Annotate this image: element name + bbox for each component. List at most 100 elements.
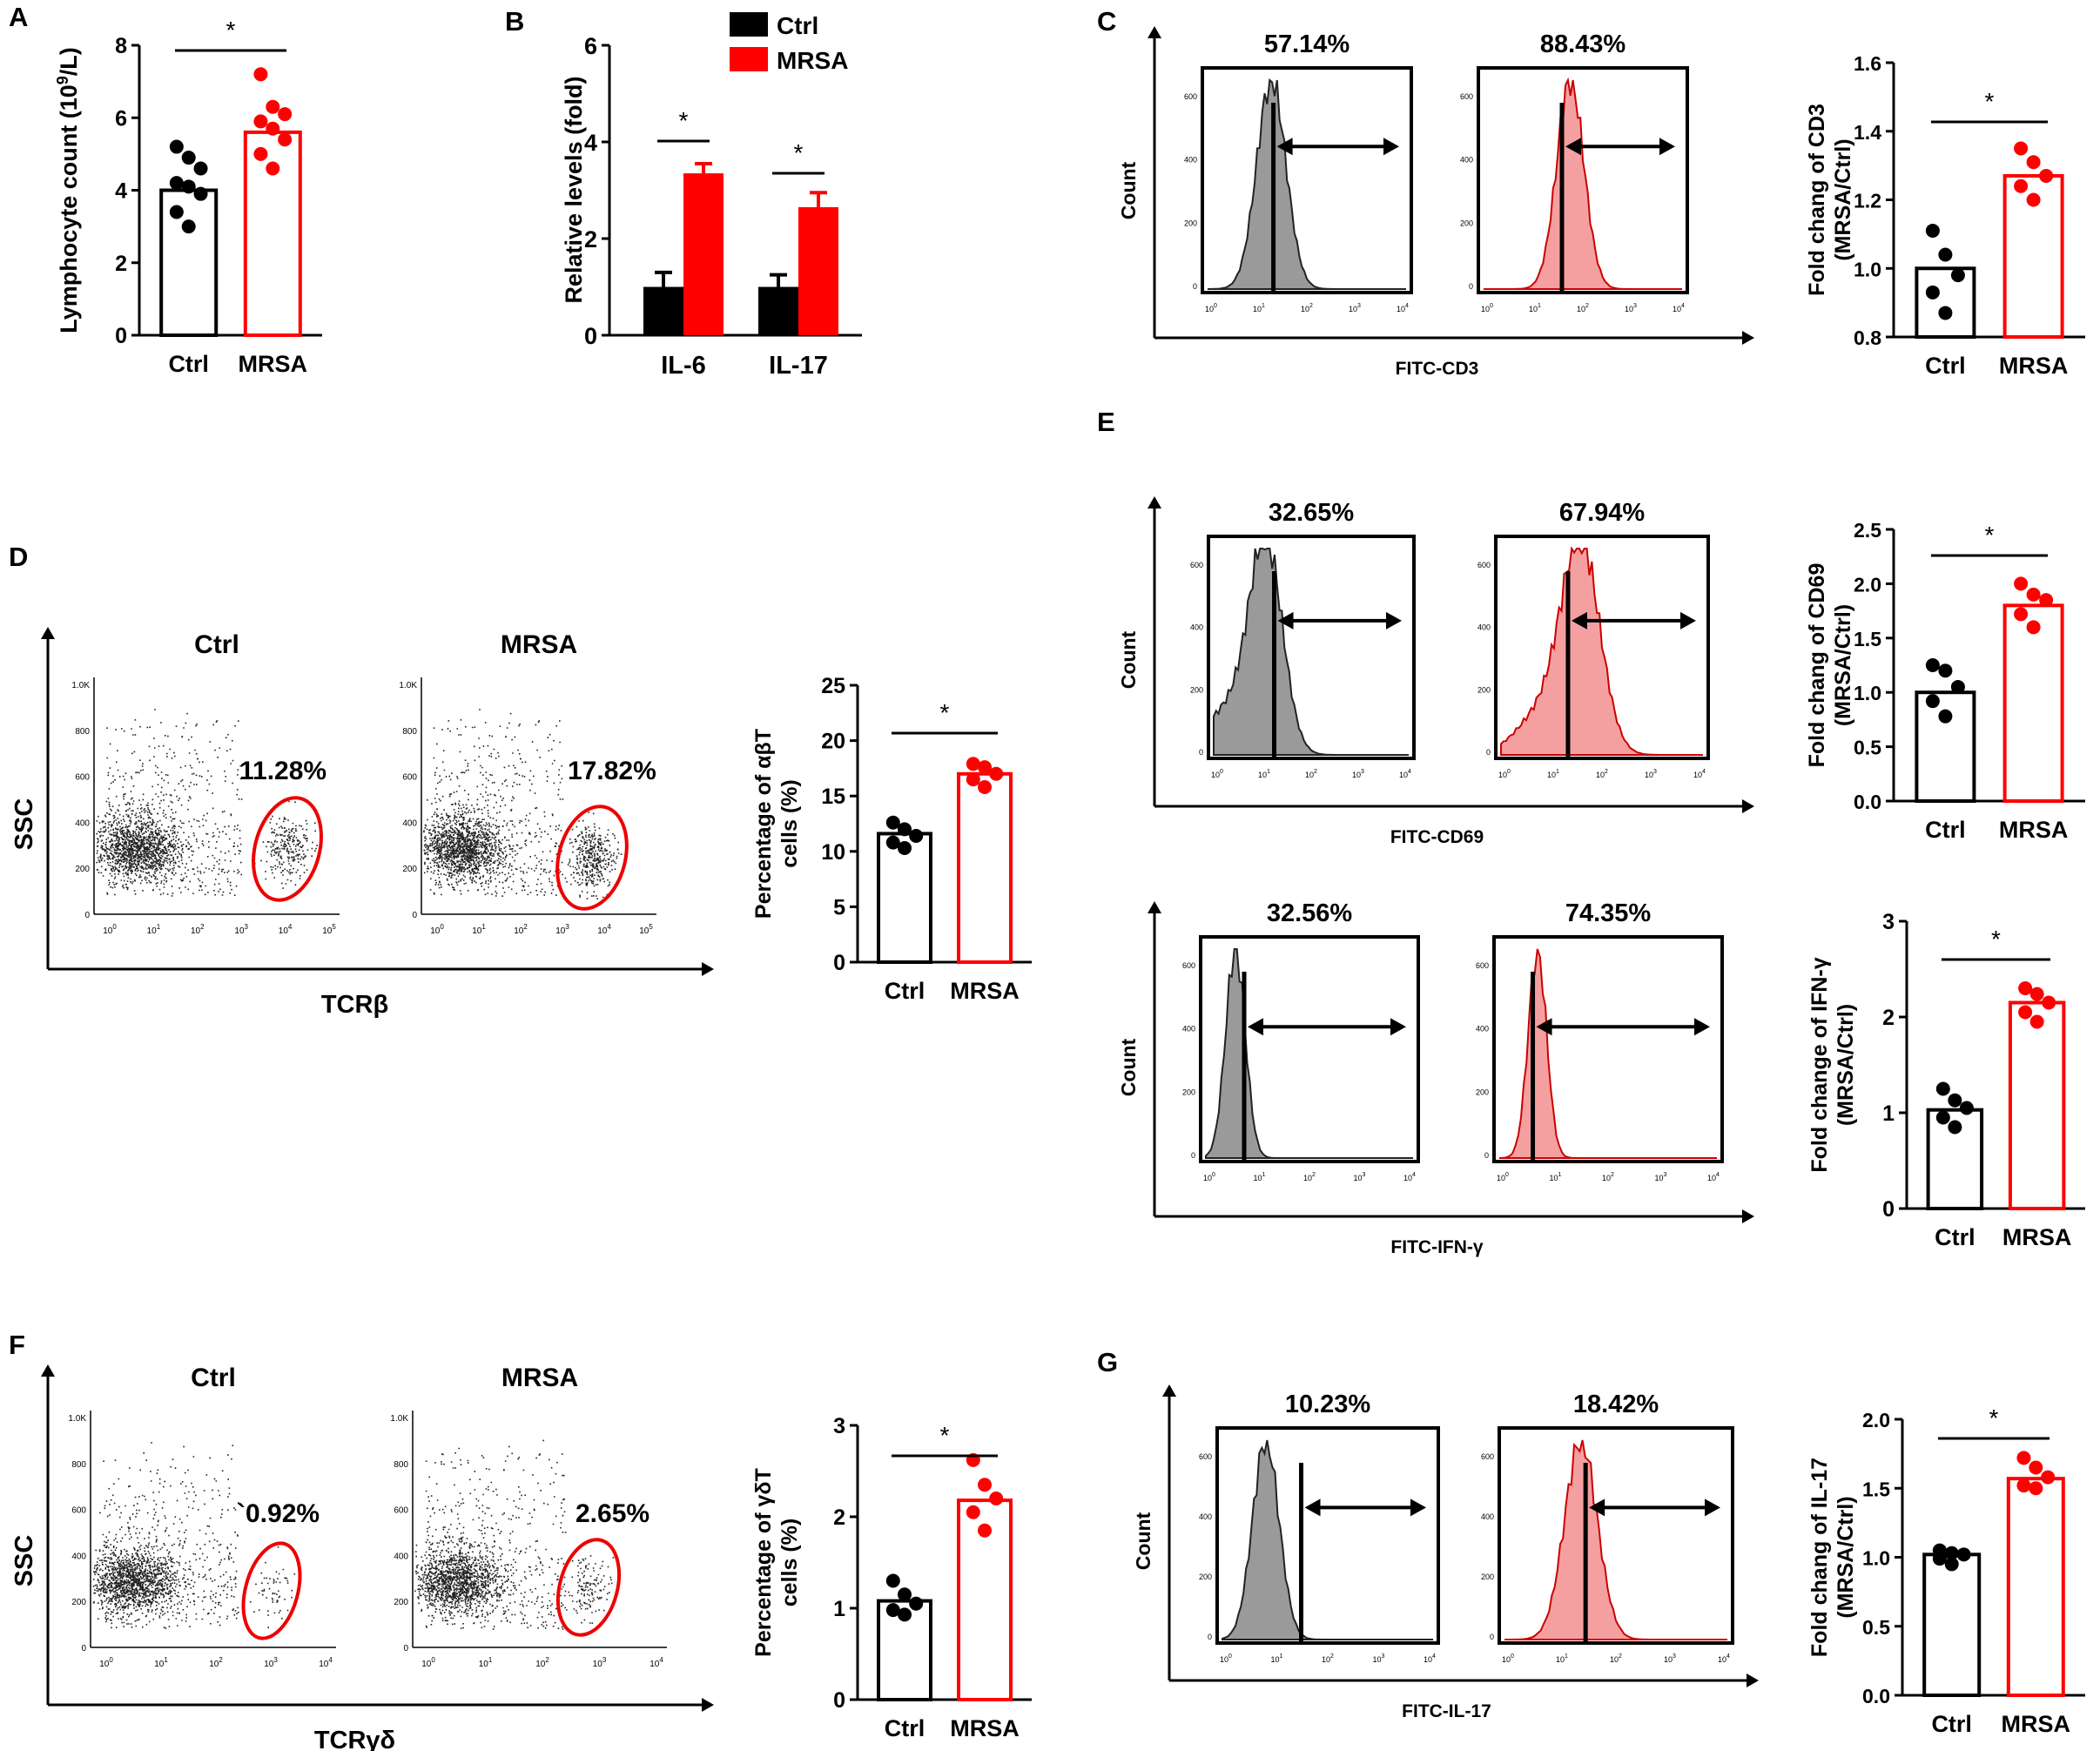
x-axis-title: FITC-IL-17	[1402, 1701, 1491, 1721]
histogram-curve-ctrl	[1205, 948, 1413, 1159]
panel-letter-e: E	[1097, 407, 1115, 437]
bar-ctrl	[1915, 266, 1976, 339]
y-axis-title: Count	[1117, 161, 1140, 219]
y-tick-label: 0.0	[1854, 791, 1881, 813]
x-tick-label: 103	[1625, 303, 1637, 313]
legend-swatch-mrsa	[730, 47, 768, 71]
x-tick-label: 103	[1664, 1653, 1676, 1664]
x-tick-label: 100	[1481, 303, 1493, 313]
percent-label-ctrl: 10.23%	[1285, 1391, 1371, 1418]
point-mrsa	[2029, 987, 2044, 1001]
y-tick-label: 600	[1199, 1452, 1212, 1461]
point-ctrl	[1925, 658, 1940, 672]
point-ctrl	[898, 822, 912, 837]
gate-arrow-left	[1589, 1498, 1605, 1517]
point-mrsa	[2014, 178, 2029, 193]
point-ctrl	[909, 828, 924, 843]
outer-x-arrow	[1742, 799, 1754, 813]
x-tick-label: MRSA	[239, 351, 308, 377]
x-tick-label: 101	[1550, 1172, 1562, 1182]
y-tick-label: 0	[115, 324, 127, 348]
y-tick-label: 400	[1477, 623, 1491, 632]
group-label-mrsa: MRSA	[501, 1364, 578, 1392]
scatter-plot-mrsa: 0 200 400 600 800 1.0K 100 101 102 103 104	[390, 1411, 667, 1669]
x-tick-label: 103	[1645, 769, 1657, 779]
bar-mrsa	[798, 206, 838, 335]
point-ctrl	[1944, 1546, 1959, 1560]
bar-ctrl	[758, 286, 798, 335]
point-ctrl	[885, 1573, 900, 1588]
histogram-curve-ctrl	[1213, 548, 1409, 756]
point-ctrl	[169, 176, 184, 191]
y-tick-label: 3	[1882, 910, 1895, 934]
point-mrsa	[2029, 1014, 2044, 1029]
y-axis-title: Count	[1117, 630, 1140, 689]
y-tick-label: 800	[394, 1460, 408, 1470]
y-tick-label: 0	[1882, 1197, 1895, 1222]
point-mrsa	[989, 766, 1004, 781]
point-mrsa	[2016, 1451, 2031, 1465]
histogram-frame-mrsa	[1498, 1426, 1734, 1645]
point-ctrl	[909, 1596, 924, 1611]
x-tick-label: 101	[479, 1656, 493, 1669]
y-axis-title-2: cells (%)	[777, 1519, 802, 1606]
point-mrsa	[2014, 141, 2029, 156]
y-tick-label: 200	[1476, 1088, 1489, 1096]
x-tick-label: 105	[639, 923, 653, 936]
y-tick-label: 0	[84, 911, 90, 920]
outer-y-arrow	[1148, 901, 1161, 913]
point-ctrl	[1938, 306, 1953, 320]
gate-arrow-left	[1304, 1498, 1321, 1517]
gate-arrow-right	[1390, 1018, 1406, 1036]
x-tick-label: MRSA	[1999, 817, 2069, 843]
gate-arrow-left	[1277, 611, 1294, 630]
x-axis-title: TCRβ	[321, 991, 388, 1019]
point-mrsa	[266, 161, 280, 176]
y-tick-label: 10	[821, 840, 845, 865]
x-axis-title: FITC-CD3	[1396, 359, 1479, 379]
bar-mrsa	[957, 771, 1013, 965]
y-tick-label: 25	[821, 674, 845, 698]
x-tick-label: 102	[1602, 1172, 1614, 1182]
x-tick-label: Ctrl	[1935, 1224, 1975, 1250]
gate-arrow-right	[1659, 138, 1675, 156]
bar-ctrl	[159, 188, 219, 337]
histogram-curve-ctrl	[1208, 78, 1406, 290]
x-tick-label: 102	[1596, 769, 1608, 779]
x-tick-label: 104	[279, 923, 293, 936]
histogram-curve-ctrl	[1222, 1439, 1433, 1640]
outer-x-arrow	[1742, 331, 1754, 345]
scatter-dots	[92, 1442, 296, 1629]
outer-x-arrow	[702, 1698, 714, 1712]
point-ctrl	[1959, 1101, 1974, 1115]
y-tick-label: 6	[115, 106, 127, 131]
outer-x-arrow	[702, 962, 714, 976]
point-ctrl	[1935, 1081, 1950, 1096]
y-tick-label: 2.0	[1862, 1409, 1890, 1431]
significance-star: *	[679, 107, 689, 134]
y-axis-title: Lymphocyte count (109/L)	[54, 47, 82, 333]
x-tick-label: 100	[1502, 1653, 1514, 1664]
x-tick-label: 101	[147, 923, 161, 936]
x-tick-label: Ctrl	[885, 978, 925, 1004]
y-tick-label: 0	[412, 911, 417, 920]
x-tick-label: 100	[1498, 769, 1511, 779]
legend-label-mrsa: MRSA	[777, 47, 848, 74]
point-mrsa	[253, 67, 268, 82]
percent-label-ctrl: 32.65%	[1269, 499, 1355, 527]
x-tick-label: 101	[472, 923, 486, 936]
y-axis-title-2: (MRSA/Ctrl)	[1834, 1496, 1858, 1618]
point-ctrl	[1950, 268, 1965, 283]
y-tick-label: 1.0	[1854, 258, 1881, 280]
percent-label-mrsa: 67.94%	[1559, 499, 1646, 527]
y-axis-title: Fold change of IFN-γ	[1807, 957, 1832, 1172]
y-tick-label: 3	[833, 1414, 845, 1438]
x-tick-label: 100	[1203, 1172, 1215, 1182]
x-tick-label: 104	[1424, 1653, 1436, 1664]
point-ctrl	[193, 161, 208, 176]
point-mrsa	[966, 772, 980, 787]
y-tick-label: 200	[1190, 685, 1203, 694]
point-mrsa	[2039, 168, 2054, 183]
y-tick-label: 600	[1182, 961, 1195, 970]
x-tick-label: 104	[1693, 769, 1706, 779]
